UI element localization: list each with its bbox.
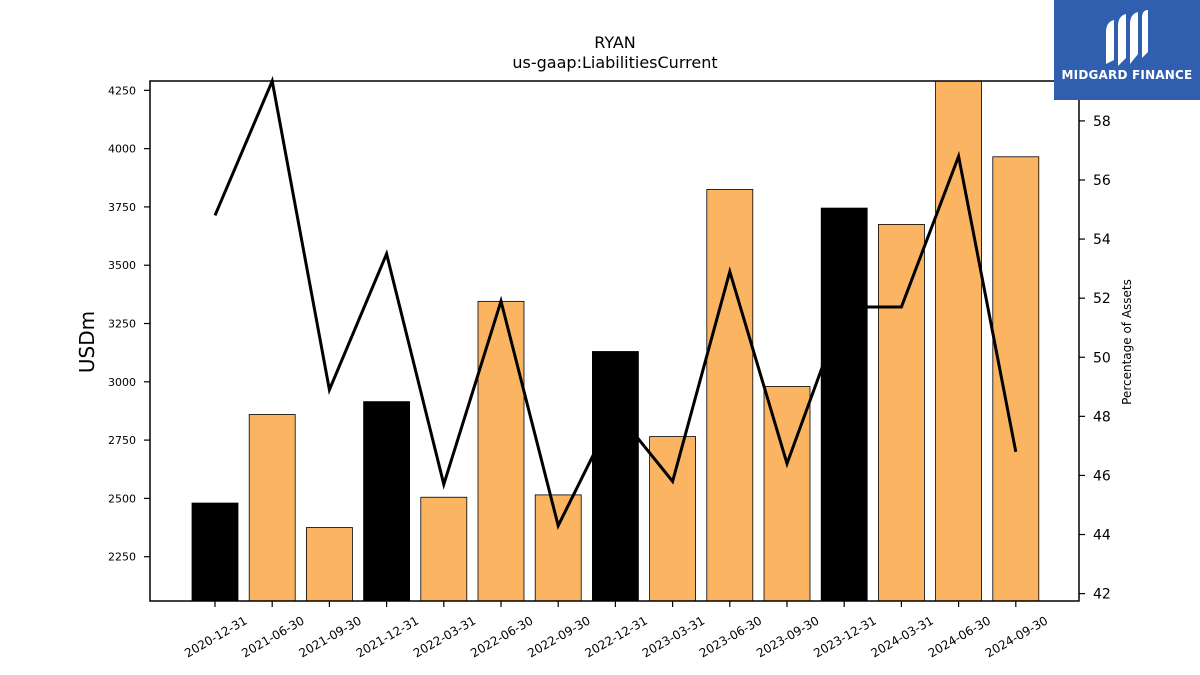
y-tick-label: 3000 — [108, 376, 136, 389]
x-tick-label: 2020-12-31 — [182, 613, 249, 660]
y2-tick-label: 44 — [1093, 528, 1111, 544]
brand-logo: MIDGARD FINANCE — [1054, 0, 1200, 100]
y-tick-label: 3250 — [108, 318, 136, 331]
bar-2020-12-31 — [191, 502, 239, 602]
y2-tick-label: 42 — [1093, 587, 1111, 603]
x-tick-label: 2024-06-30 — [926, 613, 993, 660]
y2-tick-label: 56 — [1093, 173, 1111, 189]
y-tick-label: 4250 — [108, 84, 136, 97]
x-tick-label: 2021-12-31 — [354, 613, 421, 660]
x-tick-label: 2024-09-30 — [983, 613, 1050, 660]
y-tick-label: 4000 — [108, 143, 136, 156]
bar-2021-12-31 — [363, 401, 411, 602]
bar-2022-06-30 — [477, 300, 525, 602]
x-tick-label: 2022-12-31 — [582, 613, 649, 660]
x-tick-label: 2021-06-30 — [239, 613, 306, 660]
y2-tick-label: 48 — [1093, 409, 1111, 425]
y-tick-label: 2750 — [108, 434, 136, 447]
x-axis-ticks: 2020-12-312021-06-302021-09-302021-12-31… — [182, 601, 1050, 660]
bar-series — [191, 80, 1040, 602]
y-tick-label: 2250 — [108, 551, 136, 564]
logo-text: MIDGARD FINANCE — [1061, 68, 1193, 82]
x-tick-label: 2021-09-30 — [296, 613, 363, 660]
y2-tick-label: 54 — [1093, 232, 1111, 248]
bar-2021-09-30 — [305, 527, 353, 602]
x-tick-label: 2023-12-31 — [811, 613, 878, 660]
y2-tick-label: 46 — [1093, 468, 1111, 484]
y2-tick-label: 52 — [1093, 291, 1111, 307]
x-tick-label: 2023-03-31 — [640, 613, 707, 660]
chart-subtitle: us-gaap:LiabilitiesCurrent — [512, 53, 717, 72]
x-tick-label: 2022-06-30 — [468, 613, 535, 660]
chart-title: RYAN — [594, 33, 636, 52]
bar-2023-12-31 — [820, 207, 868, 602]
x-tick-label: 2022-09-30 — [525, 613, 592, 660]
bar-2022-12-31 — [592, 351, 639, 602]
y2-tick-label: 58 — [1093, 114, 1111, 130]
bar-2024-03-31 — [878, 224, 925, 602]
x-tick-label: 2024-03-31 — [868, 613, 935, 660]
bar-2022-09-30 — [534, 494, 582, 602]
x-tick-label: 2022-03-31 — [411, 613, 478, 660]
bar-2023-06-30 — [706, 189, 754, 602]
y-tick-label: 3500 — [108, 259, 136, 272]
y2-axis-label: Percentage of Assets — [1120, 279, 1134, 405]
y2-tick-label: 50 — [1093, 350, 1111, 366]
left-axis-ticks: 2250 2500 2750 3000 3250 3500 3750 4000 4250 — [108, 84, 150, 564]
y-axis-label: USDm — [75, 311, 99, 373]
percentage-line — [213, 75, 1018, 530]
bar-2024-09-30 — [992, 156, 1040, 602]
plot-frame — [149, 80, 1080, 602]
x-tick-label: 2023-09-30 — [754, 613, 821, 660]
x-tick-label: 2023-06-30 — [697, 613, 764, 660]
bar-2022-03-31 — [420, 496, 468, 602]
bar-2021-06-30 — [248, 414, 296, 602]
y-tick-label: 2500 — [108, 492, 136, 505]
midgard-logo-icon — [1106, 10, 1148, 66]
right-axis-ticks: 42 44 46 48 50 52 54 56 58 — [1079, 114, 1111, 603]
y-tick-label: 3750 — [108, 201, 136, 214]
